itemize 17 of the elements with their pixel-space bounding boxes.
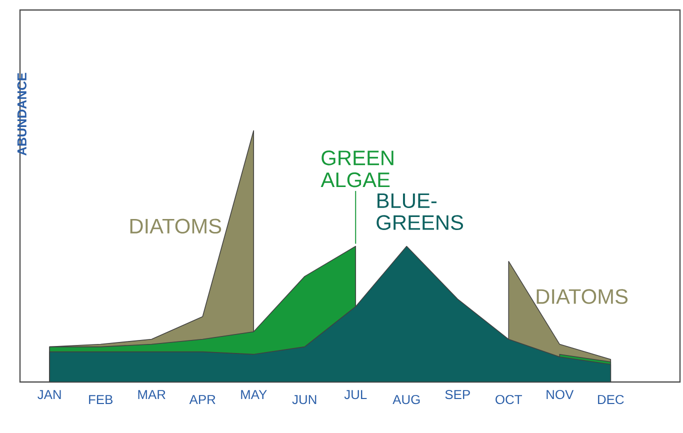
series-label: BLUE-GREENS	[376, 193, 464, 230]
x-tick-label: JAN	[38, 390, 61, 400]
x-tick-label: FEB	[89, 395, 113, 404]
x-tick-label: NOV	[546, 390, 574, 400]
x-tick-label: MAY	[241, 390, 267, 399]
x-tick-label: MAR	[138, 390, 166, 399]
text: GREEN ALGAE	[320, 150, 394, 188]
x-tick-label: APR	[189, 395, 216, 404]
annotation: DIATOMS	[536, 289, 628, 304]
x-tick-label: DEC	[598, 394, 624, 404]
x-tick-label: AUG	[392, 394, 420, 404]
x-tick-label: SEP	[445, 390, 470, 400]
x-tick-label: OCT	[496, 394, 522, 404]
x-tick-label: JUL	[344, 390, 367, 400]
y-axis-title: ABUNDANCE	[17, 72, 26, 156]
x-tick-label: JUN	[292, 395, 316, 404]
series-label: DIATOMS	[130, 218, 222, 234]
